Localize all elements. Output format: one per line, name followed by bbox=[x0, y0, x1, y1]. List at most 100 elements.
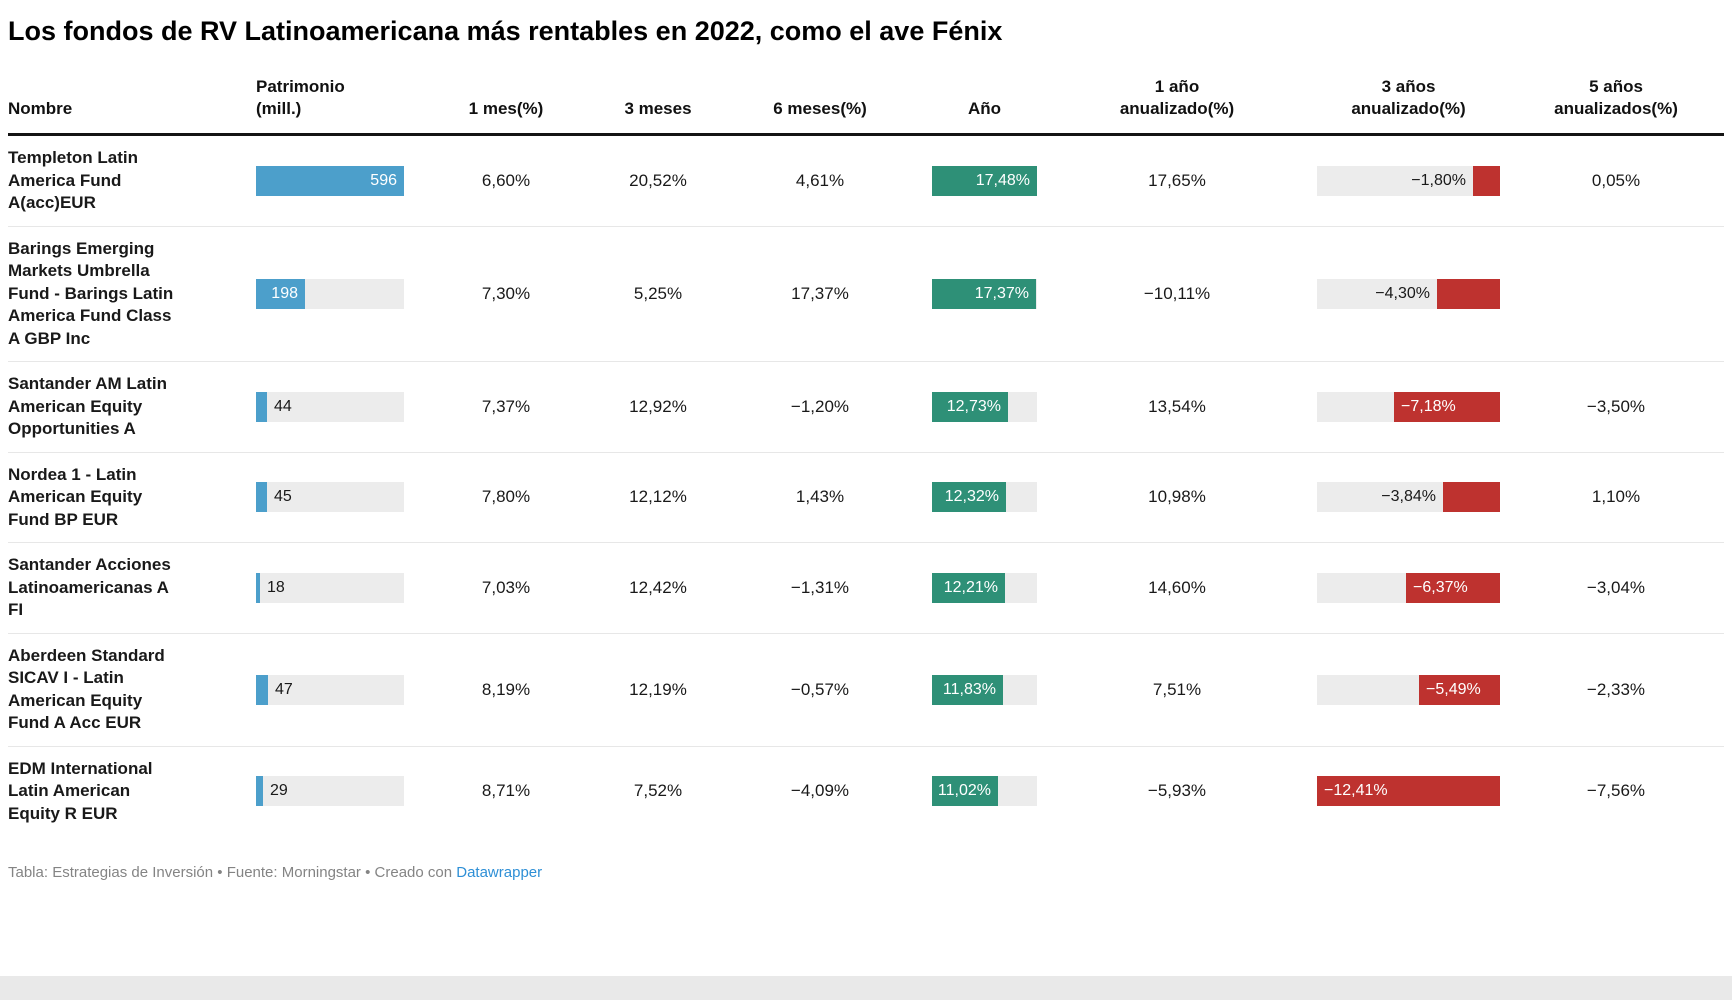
pat-bar-track: 18 bbox=[256, 572, 404, 603]
cell-5anos-anualizados: −7,56% bbox=[1586, 781, 1646, 801]
y3-bar-fill bbox=[1473, 165, 1500, 196]
y3-bar-track: −12,41% bbox=[1317, 776, 1500, 807]
cell-1ano-anualizado: 14,60% bbox=[1148, 577, 1206, 597]
y3-bar-fill bbox=[1317, 776, 1500, 807]
cell-3meses: 12,42% bbox=[629, 577, 687, 597]
y3-bar-fill bbox=[1437, 278, 1500, 309]
cell-1mes: 7,37% bbox=[481, 396, 531, 416]
pat-bar-track: 198 bbox=[256, 278, 404, 309]
ano-bar-fill bbox=[932, 391, 1008, 422]
cell-1mes: 7,30% bbox=[481, 283, 531, 303]
ano-bar-fill bbox=[932, 674, 1003, 705]
pat-bar-label: 18 bbox=[267, 578, 285, 596]
ano-bar-track: 12,32% bbox=[932, 482, 1037, 513]
cell-1mes: 8,19% bbox=[481, 679, 531, 699]
y3-bar-track: −7,18% bbox=[1317, 391, 1500, 422]
cell-6meses: −1,20% bbox=[790, 396, 850, 416]
pat-bar-track: 45 bbox=[256, 482, 404, 513]
y3-bar-label: −12,41% bbox=[1324, 782, 1388, 800]
cell-6meses: −0,57% bbox=[790, 679, 850, 699]
ano-bar-track: 17,48% bbox=[932, 165, 1037, 196]
pat-bar-label: 45 bbox=[274, 488, 292, 506]
pat-bar-fill bbox=[256, 278, 305, 309]
ano-bar-label: 12,21% bbox=[943, 578, 998, 596]
y3-bar-fill bbox=[1406, 572, 1500, 603]
cell-5anos-anualizados: 1,10% bbox=[1591, 487, 1641, 507]
fund-name: Barings Emerging Markets Umbrella Fund -… bbox=[8, 238, 174, 348]
y3-bar-track: −6,37% bbox=[1317, 572, 1500, 603]
ano-bar-track: 12,21% bbox=[932, 572, 1037, 603]
attribution-text: Tabla: Estrategias de Inversión • Fuente… bbox=[8, 864, 453, 881]
cell-5anos-anualizados: −2,33% bbox=[1586, 679, 1646, 699]
cell-3meses: 12,92% bbox=[629, 396, 687, 416]
pat-bar-label: 47 bbox=[275, 680, 293, 698]
column-header-3meses: 3 meses bbox=[624, 99, 692, 118]
fund-name: Templeton Latin America Fund A(acc)EUR bbox=[8, 148, 139, 212]
table-body: Templeton Latin America Fund A(acc)EUR 59… bbox=[8, 136, 1724, 836]
pat-bar-fill bbox=[256, 391, 267, 422]
table-row: Aberdeen Standard SICAV I - Latin Americ… bbox=[8, 634, 1724, 747]
column-header-6meses: 6 meses(%) bbox=[773, 99, 867, 118]
pat-bar-track: 29 bbox=[256, 776, 404, 807]
cell-1mes: 6,60% bbox=[481, 170, 531, 190]
cell-1ano-anualizado: −10,11% bbox=[1143, 283, 1211, 303]
pat-bar-label: 44 bbox=[274, 397, 292, 415]
y3-bar-fill bbox=[1443, 482, 1500, 513]
table-row: Santander AM Latin American Equity Oppor… bbox=[8, 362, 1724, 453]
ano-bar-label: 12,32% bbox=[944, 488, 999, 506]
cell-1ano-anualizado: 13,54% bbox=[1148, 396, 1206, 416]
pat-bar-label: 198 bbox=[271, 284, 298, 302]
column-header-ano: Año bbox=[967, 99, 1002, 118]
ano-bar-fill bbox=[932, 165, 1037, 196]
cell-1mes: 7,03% bbox=[481, 577, 531, 597]
cell-1ano-anualizado: 17,65% bbox=[1148, 170, 1206, 190]
column-header-1ano-anualizado: 1 año anualizado(%) bbox=[1119, 77, 1235, 118]
cell-6meses: −1,31% bbox=[790, 577, 850, 597]
cell-1ano-anualizado: −5,93% bbox=[1147, 781, 1207, 801]
y3-bar-track: −5,49% bbox=[1317, 674, 1500, 705]
cell-6meses: 17,37% bbox=[791, 283, 849, 303]
pat-bar-track: 596 bbox=[256, 165, 404, 196]
ano-bar-label: 17,37% bbox=[974, 284, 1029, 302]
fund-name: Nordea 1 - Latin American Equity Fund BP… bbox=[8, 464, 143, 529]
y3-bar-fill bbox=[1419, 674, 1500, 705]
pat-bar-fill bbox=[256, 674, 268, 705]
y3-bar-track: −3,84% bbox=[1317, 482, 1500, 513]
fund-name: Santander Acciones Latinoamericanas A FI bbox=[8, 555, 171, 619]
cell-6meses: 4,61% bbox=[795, 170, 845, 190]
ano-bar-fill bbox=[932, 278, 1036, 309]
column-header-1mes: 1 mes(%) bbox=[468, 99, 544, 118]
datawrapper-link[interactable]: Datawrapper bbox=[456, 864, 543, 881]
ano-bar-track: 11,02% bbox=[932, 776, 1037, 807]
ano-bar-track: 12,73% bbox=[932, 391, 1037, 422]
ano-bar-fill bbox=[932, 482, 1006, 513]
y3-bar-label: −1,80% bbox=[1411, 171, 1466, 189]
cell-1mes: 7,80% bbox=[481, 487, 531, 507]
bottom-scroll-strip bbox=[0, 976, 1732, 1000]
y3-bar-track: −4,30% bbox=[1317, 278, 1500, 309]
y3-bar-fill bbox=[1394, 391, 1500, 422]
ano-bar-label: 11,83% bbox=[942, 680, 996, 698]
table-row: Barings Emerging Markets Umbrella Fund -… bbox=[8, 227, 1724, 362]
cell-3meses: 7,52% bbox=[633, 781, 683, 801]
table-row: EDM International Latin American Equity … bbox=[8, 747, 1724, 837]
attribution-footer: Tabla: Estrategias de Inversión • Fuente… bbox=[8, 864, 1724, 881]
cell-6meses: −4,09% bbox=[790, 781, 850, 801]
ano-bar-label: 17,48% bbox=[975, 171, 1030, 189]
ano-bar-label: 11,02% bbox=[937, 782, 991, 800]
ano-bar-fill bbox=[932, 572, 1005, 603]
y3-bar-label: −7,18% bbox=[1401, 397, 1456, 415]
pat-bar-fill bbox=[256, 776, 263, 807]
pat-bar-fill bbox=[256, 572, 260, 603]
fund-name: Aberdeen Standard SICAV I - Latin Americ… bbox=[8, 645, 165, 733]
column-header-nombre: Nombre bbox=[8, 99, 73, 118]
ano-bar-track: 11,83% bbox=[932, 674, 1037, 705]
y3-bar-label: −6,37% bbox=[1413, 578, 1468, 596]
column-header-patrimonio: Patrimonio (mill.) bbox=[256, 77, 345, 118]
y3-bar-track: −1,80% bbox=[1317, 165, 1500, 196]
cell-3meses: 12,19% bbox=[629, 679, 687, 699]
cell-5anos-anualizados: −3,04% bbox=[1586, 577, 1646, 597]
column-header-5anos-anualizados: 5 años anualizados(%) bbox=[1554, 77, 1678, 118]
cell-1ano-anualizado: 7,51% bbox=[1152, 679, 1202, 699]
